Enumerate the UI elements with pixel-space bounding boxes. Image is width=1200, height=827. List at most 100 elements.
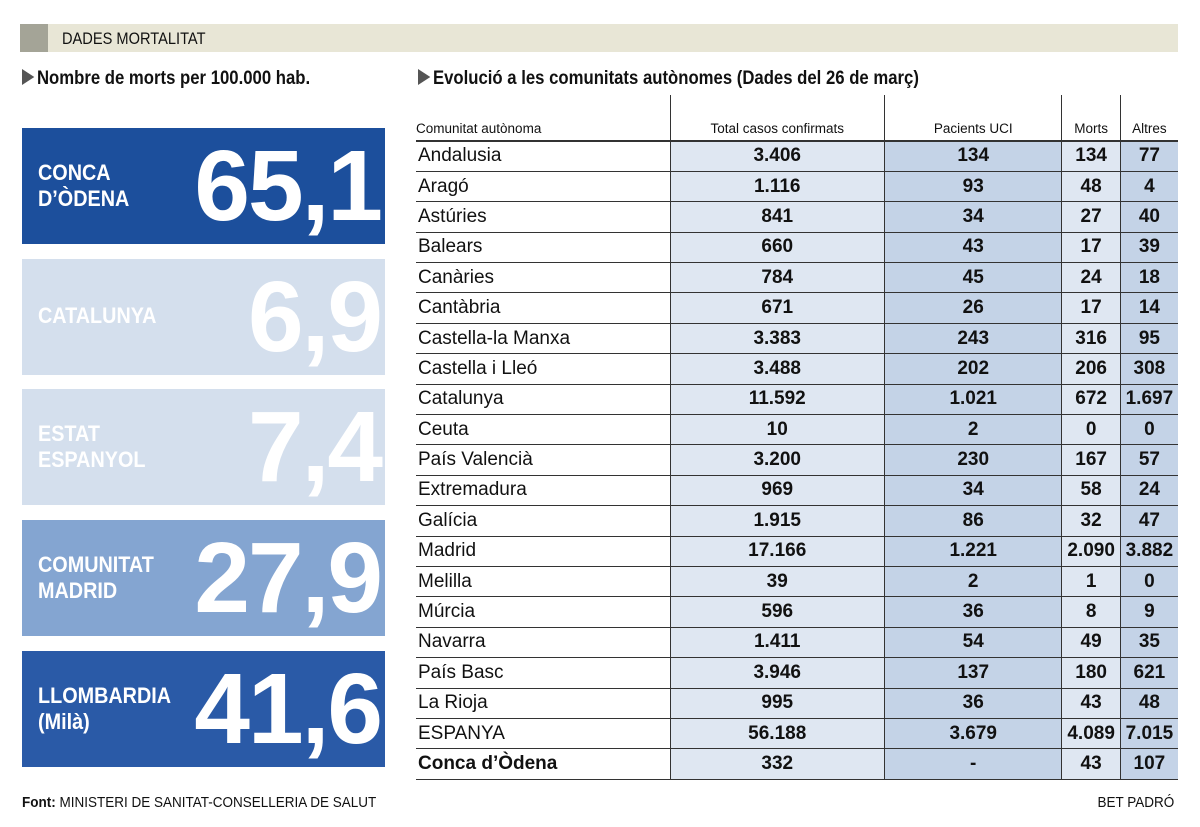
triangle-bullet-icon xyxy=(22,69,35,85)
source-text: MINISTERI DE SANITAT-CONSELLERIA DE SALU… xyxy=(59,794,377,811)
value-cell: 1.116 xyxy=(669,171,885,203)
value-cell: 27 xyxy=(1061,201,1121,233)
stat-box: ESTAT ESPANYOL 7,4 xyxy=(22,389,385,505)
value-cell: 206 xyxy=(1061,353,1121,385)
value-cell: 43 xyxy=(1061,748,1121,780)
value-cell: - xyxy=(883,748,1062,780)
region-name-cell: La Rioja xyxy=(416,688,670,719)
value-cell: 107 xyxy=(1119,748,1178,780)
table-row: Melilla 39 2 1 0 xyxy=(416,566,1178,598)
value-cell: 49 xyxy=(1061,627,1121,659)
value-cell: 2.090 xyxy=(1061,536,1121,567)
value-cell: 167 xyxy=(1061,444,1121,476)
region-name-cell: Galícia xyxy=(416,505,670,537)
value-cell: 3.200 xyxy=(669,444,885,476)
table-row: Cantàbria 671 26 17 14 xyxy=(416,292,1178,324)
value-cell: 11.592 xyxy=(669,384,885,416)
value-cell: 784 xyxy=(669,262,885,294)
region-name-cell: Castella i Lleó xyxy=(416,353,670,385)
section-header: DADES MORTALITAT xyxy=(20,24,1178,52)
table-row: Canàries 784 45 24 18 xyxy=(416,262,1178,294)
table-row: La Rioja 995 36 43 48 xyxy=(416,688,1178,719)
value-cell: 621 xyxy=(1119,657,1178,689)
value-cell: 1.221 xyxy=(883,536,1062,567)
column-header-text: Comunitat autònoma xyxy=(416,121,542,136)
value-cell: 202 xyxy=(883,353,1062,385)
value-cell: 17 xyxy=(1061,232,1121,264)
table-row: Astúries 841 34 27 40 xyxy=(416,201,1178,233)
value-cell: 17 xyxy=(1061,292,1121,324)
column-header: Comunitat autònoma xyxy=(416,95,670,142)
value-cell: 0 xyxy=(1119,566,1178,598)
value-cell: 1.697 xyxy=(1119,384,1178,416)
value-cell: 332 xyxy=(669,748,885,780)
column-header: Morts xyxy=(1061,95,1121,142)
table-row: Ceuta 10 2 0 0 xyxy=(416,414,1178,446)
table-row: Aragó 1.116 93 48 4 xyxy=(416,171,1178,203)
stat-value: 41,6 xyxy=(194,653,383,765)
column-header-text: Altres xyxy=(1132,121,1167,136)
value-cell: 671 xyxy=(669,292,885,324)
region-name-cell: ESPANYA xyxy=(416,718,670,750)
value-cell: 134 xyxy=(1061,141,1121,172)
section-title: DADES MORTALITAT xyxy=(62,29,206,48)
value-cell: 58 xyxy=(1061,475,1121,507)
column-header: Altres xyxy=(1119,95,1178,142)
stat-value: 7,4 xyxy=(247,391,383,503)
value-cell: 3.406 xyxy=(669,141,885,172)
value-cell: 243 xyxy=(883,323,1062,355)
stat-label: COMUNITAT MADRID xyxy=(38,552,154,603)
value-cell: 7.015 xyxy=(1119,718,1178,750)
value-cell: 137 xyxy=(883,657,1062,689)
region-name-cell: Andalusia xyxy=(416,141,670,172)
value-cell: 969 xyxy=(669,475,885,507)
right-subtitle: Evolució a les comunitats autònomes (Dad… xyxy=(418,68,919,90)
value-cell: 86 xyxy=(883,505,1062,537)
region-name-cell: Catalunya xyxy=(416,384,670,416)
table-row: Conca d’Òdena 332-43 107 xyxy=(416,748,1178,780)
value-cell: 57 xyxy=(1119,444,1178,476)
value-cell: 3.946 xyxy=(669,657,885,689)
left-subtitle: Nombre de morts per 100.000 hab. xyxy=(22,68,310,90)
value-cell: 39 xyxy=(1119,232,1178,264)
table-row: País Valencià 3.200 230 167 57 xyxy=(416,444,1178,476)
value-cell: 660 xyxy=(669,232,885,264)
table-row: Castella i Lleó 3.488 202 206 308 xyxy=(416,353,1178,385)
table-row: Galícia 1.915 86 32 47 xyxy=(416,505,1178,537)
table-row: Castella-la Manxa 3.383 243 316 95 xyxy=(416,323,1178,355)
stat-box: CATALUNYA 6,9 xyxy=(22,259,385,375)
stat-box: COMUNITAT MADRID 27,9 xyxy=(22,520,385,636)
value-cell: 34 xyxy=(883,475,1062,507)
value-cell: 596 xyxy=(669,596,885,628)
right-subtitle-text: Evolució a les comunitats autònomes (Dad… xyxy=(432,68,919,89)
value-cell: 36 xyxy=(883,688,1062,719)
value-cell: 40 xyxy=(1119,201,1178,233)
value-cell: 1 xyxy=(1061,566,1121,598)
value-cell: 316 xyxy=(1061,323,1121,355)
value-cell: 93 xyxy=(883,171,1062,203)
value-cell: 3.882 xyxy=(1119,536,1178,567)
value-cell: 26 xyxy=(883,292,1062,324)
region-name-cell: Astúries xyxy=(416,201,670,233)
value-cell: 1.915 xyxy=(669,505,885,537)
value-cell: 17.166 xyxy=(669,536,885,567)
value-cell: 1.411 xyxy=(669,627,885,659)
table-row: Múrcia 596 36 8 9 xyxy=(416,596,1178,628)
region-name-cell: Extremadura xyxy=(416,475,670,507)
table-row: ESPANYA 56.188 3.679 4.089 7.015 xyxy=(416,718,1178,750)
table-row: País Basc 3.946 137 180 621 xyxy=(416,657,1178,689)
stat-label: CATALUNYA xyxy=(38,303,157,328)
table-row: Madrid 17.166 1.221 2.090 3.882 xyxy=(416,536,1178,567)
column-header-text: Pacients UCI xyxy=(933,121,1013,136)
value-cell: 134 xyxy=(883,141,1062,172)
value-cell: 672 xyxy=(1061,384,1121,416)
region-name-cell: Ceuta xyxy=(416,414,670,446)
value-cell: 308 xyxy=(1119,353,1178,385)
stat-value: 27,9 xyxy=(194,522,383,634)
value-cell: 841 xyxy=(669,201,885,233)
stat-label: CONCA D’ÒDENA xyxy=(38,160,130,211)
value-cell: 18 xyxy=(1119,262,1178,294)
data-table: Comunitat autònoma Total casos confirmats… xyxy=(416,95,1178,780)
value-cell: 4 xyxy=(1119,171,1178,203)
stat-label: ESTAT ESPANYOL xyxy=(38,421,146,472)
